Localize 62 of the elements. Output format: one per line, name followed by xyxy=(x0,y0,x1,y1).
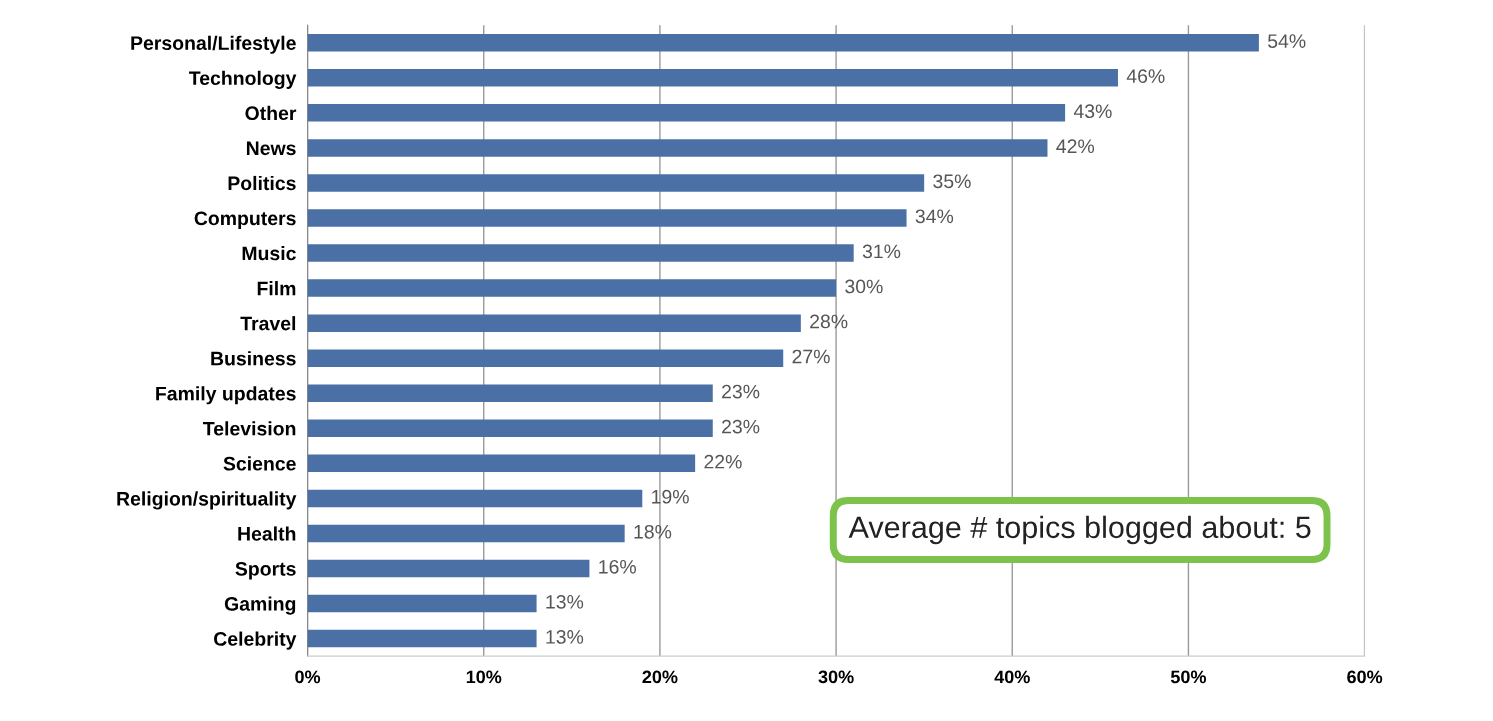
y-tick-label: Travel xyxy=(240,316,296,331)
data-label: 54% xyxy=(1268,34,1306,48)
x-tick-label: 60% xyxy=(1347,670,1383,684)
y-tick-label: Music xyxy=(242,246,296,261)
bar xyxy=(307,524,625,543)
data-label: 23% xyxy=(722,419,760,434)
x-tick-label: 10% xyxy=(466,670,502,684)
x-tick-label: 20% xyxy=(642,670,678,684)
data-label: 13% xyxy=(546,594,584,609)
bar xyxy=(307,209,907,227)
y-tick-label: Other xyxy=(245,105,297,121)
y-tick-label: Personal/Lifestyle xyxy=(131,35,296,54)
data-label: 22% xyxy=(704,454,742,469)
data-label: 46% xyxy=(1126,69,1165,84)
y-tick-label: Politics xyxy=(228,175,296,191)
y-tick-label: Religion/spirituality xyxy=(117,491,297,510)
annotation: Average # topics blogged about: 5 xyxy=(848,515,1311,545)
y-tick-label: Health xyxy=(238,526,296,541)
bar xyxy=(307,174,925,192)
y-tick-label: Business xyxy=(211,351,296,366)
y-tick-label: Science xyxy=(223,456,296,471)
bar xyxy=(307,34,1259,52)
data-label: 16% xyxy=(599,559,636,574)
data-label: 34% xyxy=(915,209,954,224)
data-label: 31% xyxy=(862,244,901,259)
data-label: 18% xyxy=(634,524,672,539)
bar xyxy=(307,139,1048,157)
data-label: 42% xyxy=(1056,139,1095,154)
data-label: 19% xyxy=(652,489,689,504)
bar xyxy=(307,489,643,508)
y-tick-label: Film xyxy=(257,281,296,296)
bar xyxy=(307,244,854,262)
x-tick-label: 50% xyxy=(1170,670,1207,684)
bar xyxy=(307,629,537,648)
bar xyxy=(307,104,1066,122)
y-tick-label: Family updates xyxy=(156,386,296,405)
bar xyxy=(307,594,537,613)
y-tick-label: Television xyxy=(203,421,296,436)
y-tick-label: Sports xyxy=(235,561,296,580)
y-tick-label: Gaming xyxy=(224,596,296,615)
x-tick-label: 30% xyxy=(818,670,854,684)
bar xyxy=(307,279,837,297)
y-tick-label: News xyxy=(246,141,296,156)
bar xyxy=(307,419,713,438)
data-label: 27% xyxy=(792,349,830,364)
bar xyxy=(307,314,801,332)
data-label: 23% xyxy=(722,384,760,399)
data-label: 35% xyxy=(933,174,971,189)
bar xyxy=(307,349,784,367)
bar xyxy=(307,559,590,578)
y-tick-label: Technology xyxy=(189,70,297,89)
data-label: 13% xyxy=(546,630,584,644)
data-label: 30% xyxy=(845,279,883,294)
x-tick-label: 0% xyxy=(295,670,321,684)
y-tick-label: Celebrity xyxy=(214,631,297,650)
data-label: 43% xyxy=(1073,104,1112,119)
bar xyxy=(307,384,713,403)
x-tick-label: 40% xyxy=(994,670,1030,684)
bar xyxy=(307,69,1118,87)
bar xyxy=(307,454,696,473)
data-label: 28% xyxy=(810,314,848,329)
y-tick-label: Computers xyxy=(194,211,296,230)
